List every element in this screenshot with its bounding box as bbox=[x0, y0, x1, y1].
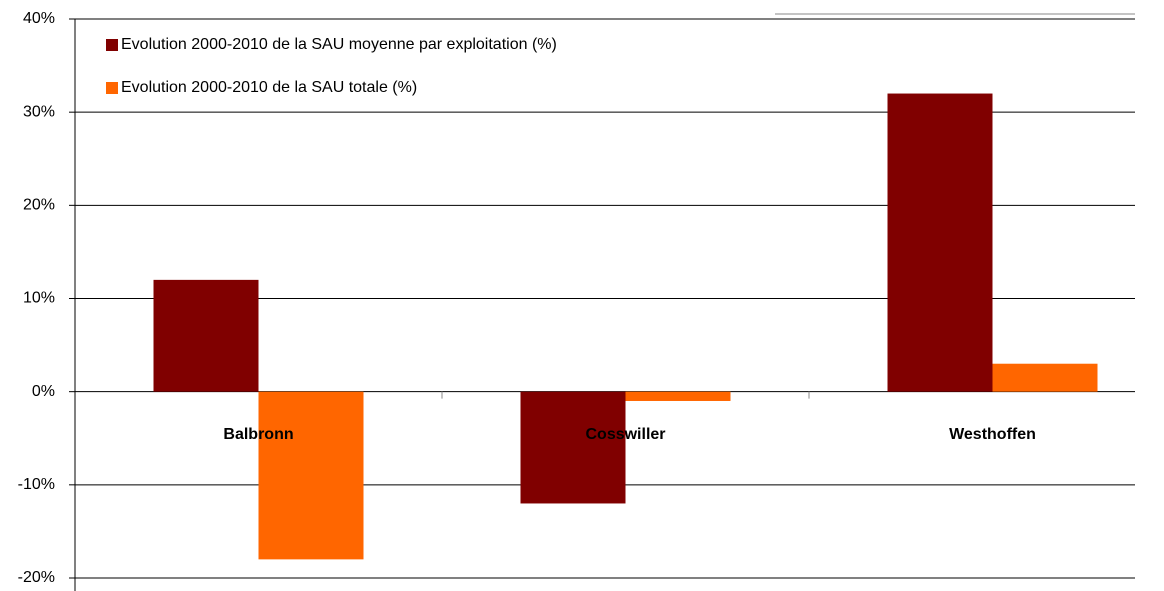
legend-label: Evolution 2000-2010 de la SAU moyenne pa… bbox=[121, 36, 557, 53]
bar bbox=[625, 391, 731, 401]
y-tick-label: 0% bbox=[32, 383, 55, 400]
legend-swatch bbox=[106, 82, 118, 94]
y-tick-label: -10% bbox=[18, 476, 55, 493]
bar bbox=[992, 363, 1098, 392]
bar bbox=[887, 93, 993, 392]
x-tick-label: Westhoffen bbox=[949, 426, 1036, 443]
y-tick-label: 40% bbox=[23, 10, 55, 27]
x-tick-label: Balbronn bbox=[223, 426, 293, 443]
legend-swatch bbox=[106, 39, 118, 51]
y-tick-label: -20% bbox=[18, 569, 55, 586]
y-tick-label: 10% bbox=[23, 290, 55, 307]
legend-label: Evolution 2000-2010 de la SAU totale (%) bbox=[121, 79, 417, 96]
y-tick-label: 20% bbox=[23, 197, 55, 214]
bar bbox=[153, 279, 259, 392]
y-tick-label: 30% bbox=[23, 103, 55, 120]
x-tick-label: Cosswiller bbox=[585, 426, 665, 443]
bar bbox=[258, 391, 364, 560]
bar bbox=[520, 391, 626, 504]
